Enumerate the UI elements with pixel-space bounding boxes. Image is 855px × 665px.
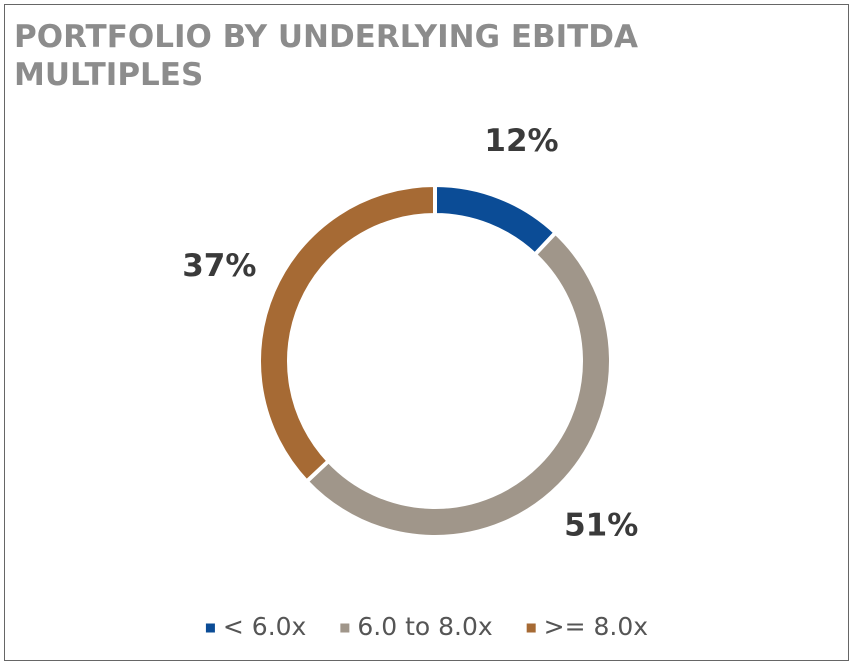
data-label: 37% xyxy=(182,248,256,284)
donut-slice xyxy=(257,182,437,485)
data-label: 12% xyxy=(484,123,558,159)
chart-frame xyxy=(4,4,849,661)
donut-slice xyxy=(303,229,613,539)
legend-swatch xyxy=(340,623,350,633)
legend-swatch xyxy=(205,623,215,633)
chart-title: PORTFOLIO BY UNDERLYING EBITDA MULTIPLES xyxy=(14,19,639,93)
legend-label: >= 8.0x xyxy=(544,612,648,641)
legend-label: < 6.0x xyxy=(223,612,306,641)
legend-label: 6.0 to 8.0x xyxy=(357,612,492,641)
donut-slice xyxy=(433,182,559,258)
legend-swatch xyxy=(526,623,536,633)
data-label: 51% xyxy=(564,508,638,544)
